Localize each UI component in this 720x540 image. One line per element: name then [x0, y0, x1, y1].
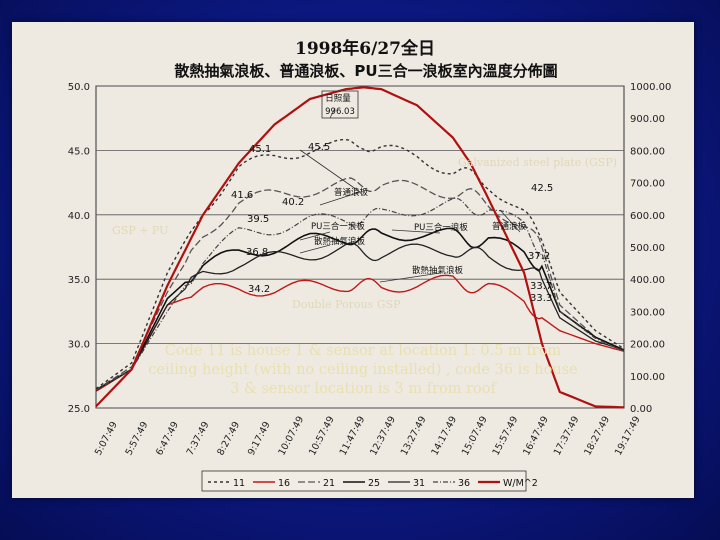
data-label: 45.1 — [249, 144, 271, 155]
series-line-16 — [95, 274, 625, 392]
legend-label: 21 — [323, 478, 335, 489]
x-tick-label: 17:37:49 — [552, 415, 582, 458]
chart-annotation: 普通浪板 — [334, 187, 369, 198]
legend-label: W/M^2 — [503, 478, 538, 489]
data-label: 37.2 — [528, 251, 550, 262]
x-tick-label: 15:07:49 — [460, 415, 490, 458]
x-tick-label: 12:37:49 — [368, 415, 398, 458]
y-tick-label: 25.0 — [68, 404, 90, 415]
y-tick-label: 50.0 — [68, 82, 90, 93]
annotation-arrow — [319, 191, 361, 206]
data-label: 42.5 — [531, 183, 553, 194]
y2-tick-label: 1000.00 — [630, 82, 671, 93]
x-tick-label: 9:17:49 — [246, 420, 273, 458]
series-line-wm2 — [95, 86, 625, 409]
annotation-arrow — [299, 149, 361, 193]
annotation-arrow — [299, 244, 331, 254]
y2-tick-label: 100.00 — [630, 372, 665, 383]
x-tick-label: 15:57:49 — [491, 415, 521, 458]
data-label: 40.2 — [282, 197, 304, 208]
chart-annotation: 日照量 — [325, 94, 351, 104]
annotation-arrow — [499, 209, 521, 233]
x-tick-label: 6:47:49 — [154, 420, 181, 458]
chart-legend: 11 16 21 25 31 36 W/M^2 — [201, 470, 538, 492]
y2-tick-label: 600.00 — [630, 211, 665, 222]
y-tick-label: 40.0 — [68, 211, 90, 222]
y2-tick-label: 400.00 — [630, 275, 665, 286]
y2-tick-label: 500.00 — [630, 243, 665, 254]
x-tick-label: 16:47:49 — [521, 415, 551, 458]
series-line-25 — [95, 227, 625, 391]
annotation-gsp-pu: GSP + PU — [112, 224, 169, 237]
y2-tick-label: 200.00 — [630, 340, 665, 351]
x-tick-label: 19:17:49 — [613, 415, 643, 458]
data-label: 36.8 — [246, 247, 268, 258]
chart-annotation: 散熱抽氣浪板 — [314, 236, 366, 247]
chart-subtitle: 散熱抽氣浪板、普通浪板、PU三合一浪板室內溫度分佈圖 — [174, 62, 557, 80]
y2-tick-label: 800.00 — [630, 146, 665, 157]
annotation-arrow — [391, 229, 441, 234]
y2-tick-label: 300.00 — [630, 307, 665, 318]
x-tick-label: 10:07:49 — [276, 415, 306, 458]
y2-tick-label: 900.00 — [630, 114, 665, 125]
annotation-arrow — [299, 231, 331, 241]
x-tick-label: 11:47:49 — [338, 415, 368, 458]
annotation-double-porous: Double Porous GSP — [292, 298, 401, 311]
chart-annotation: 普通浪板 — [492, 221, 527, 232]
chart-annotation: 996.03 — [325, 107, 355, 117]
x-tick-label: 18:27:49 — [582, 415, 612, 458]
data-label: 45.5 — [308, 142, 330, 153]
data-label: 39.5 — [247, 214, 269, 225]
series-line-11 — [95, 138, 625, 390]
data-label: 33.3 — [530, 293, 552, 304]
y-tick-label: 45.0 — [68, 146, 90, 157]
annotation-arrow — [329, 107, 336, 119]
data-label: 33.7 — [530, 281, 552, 292]
chart-annotation: 散熱抽氣浪板 — [412, 265, 464, 276]
x-tick-label: 5:07:49 — [93, 420, 120, 458]
chart-title: 1998年6/27全日 — [295, 38, 435, 59]
chart-photo — [12, 22, 694, 498]
y2-tick-label: 0.00 — [630, 404, 652, 415]
x-tick-label: 8:27:49 — [215, 420, 242, 458]
data-label: 41.6 — [231, 190, 253, 201]
legend-label: 25 — [368, 478, 380, 489]
legend-label: 36 — [458, 478, 470, 489]
x-tick-label: 5:57:49 — [124, 420, 151, 458]
slide-caption: Code 11 is house 1 & sensor at location … — [148, 343, 578, 397]
legend-label: 11 — [233, 478, 245, 489]
annotation-gsp: Galvanized steel plate (GSP) — [458, 156, 618, 169]
series-line-31 — [95, 242, 625, 391]
chart-data-labels: 45.1 45.5 42.5 41.6 40.2 39.5 36.8 37.2 34.2 33.7… — [231, 142, 553, 304]
series-line-21 — [95, 177, 625, 391]
x-tick-label: 13:27:49 — [399, 415, 429, 458]
series-line-36 — [95, 197, 625, 391]
annotation-arrow — [379, 272, 441, 283]
y-tick-label: 35.0 — [68, 275, 90, 286]
legend-label: 31 — [413, 478, 425, 489]
chart-grid — [95, 85, 625, 409]
data-label: 34.2 — [248, 284, 270, 295]
x-tick-label: 10:57:49 — [307, 415, 337, 458]
chart-annotation: PU三合一浪板 — [414, 222, 468, 233]
y-tick-label: 30.0 — [68, 340, 90, 351]
legend-box — [201, 470, 527, 492]
x-tick-label: 7:37:49 — [185, 420, 212, 458]
x-tick-label: 14:17:49 — [429, 415, 459, 458]
chart-series-group — [95, 86, 625, 409]
y2-tick-label: 700.00 — [630, 179, 665, 190]
irradiance-peak-box — [321, 90, 359, 119]
legend-label: 16 — [278, 478, 290, 489]
chart-annotation: PU三合一浪板 — [311, 221, 365, 232]
